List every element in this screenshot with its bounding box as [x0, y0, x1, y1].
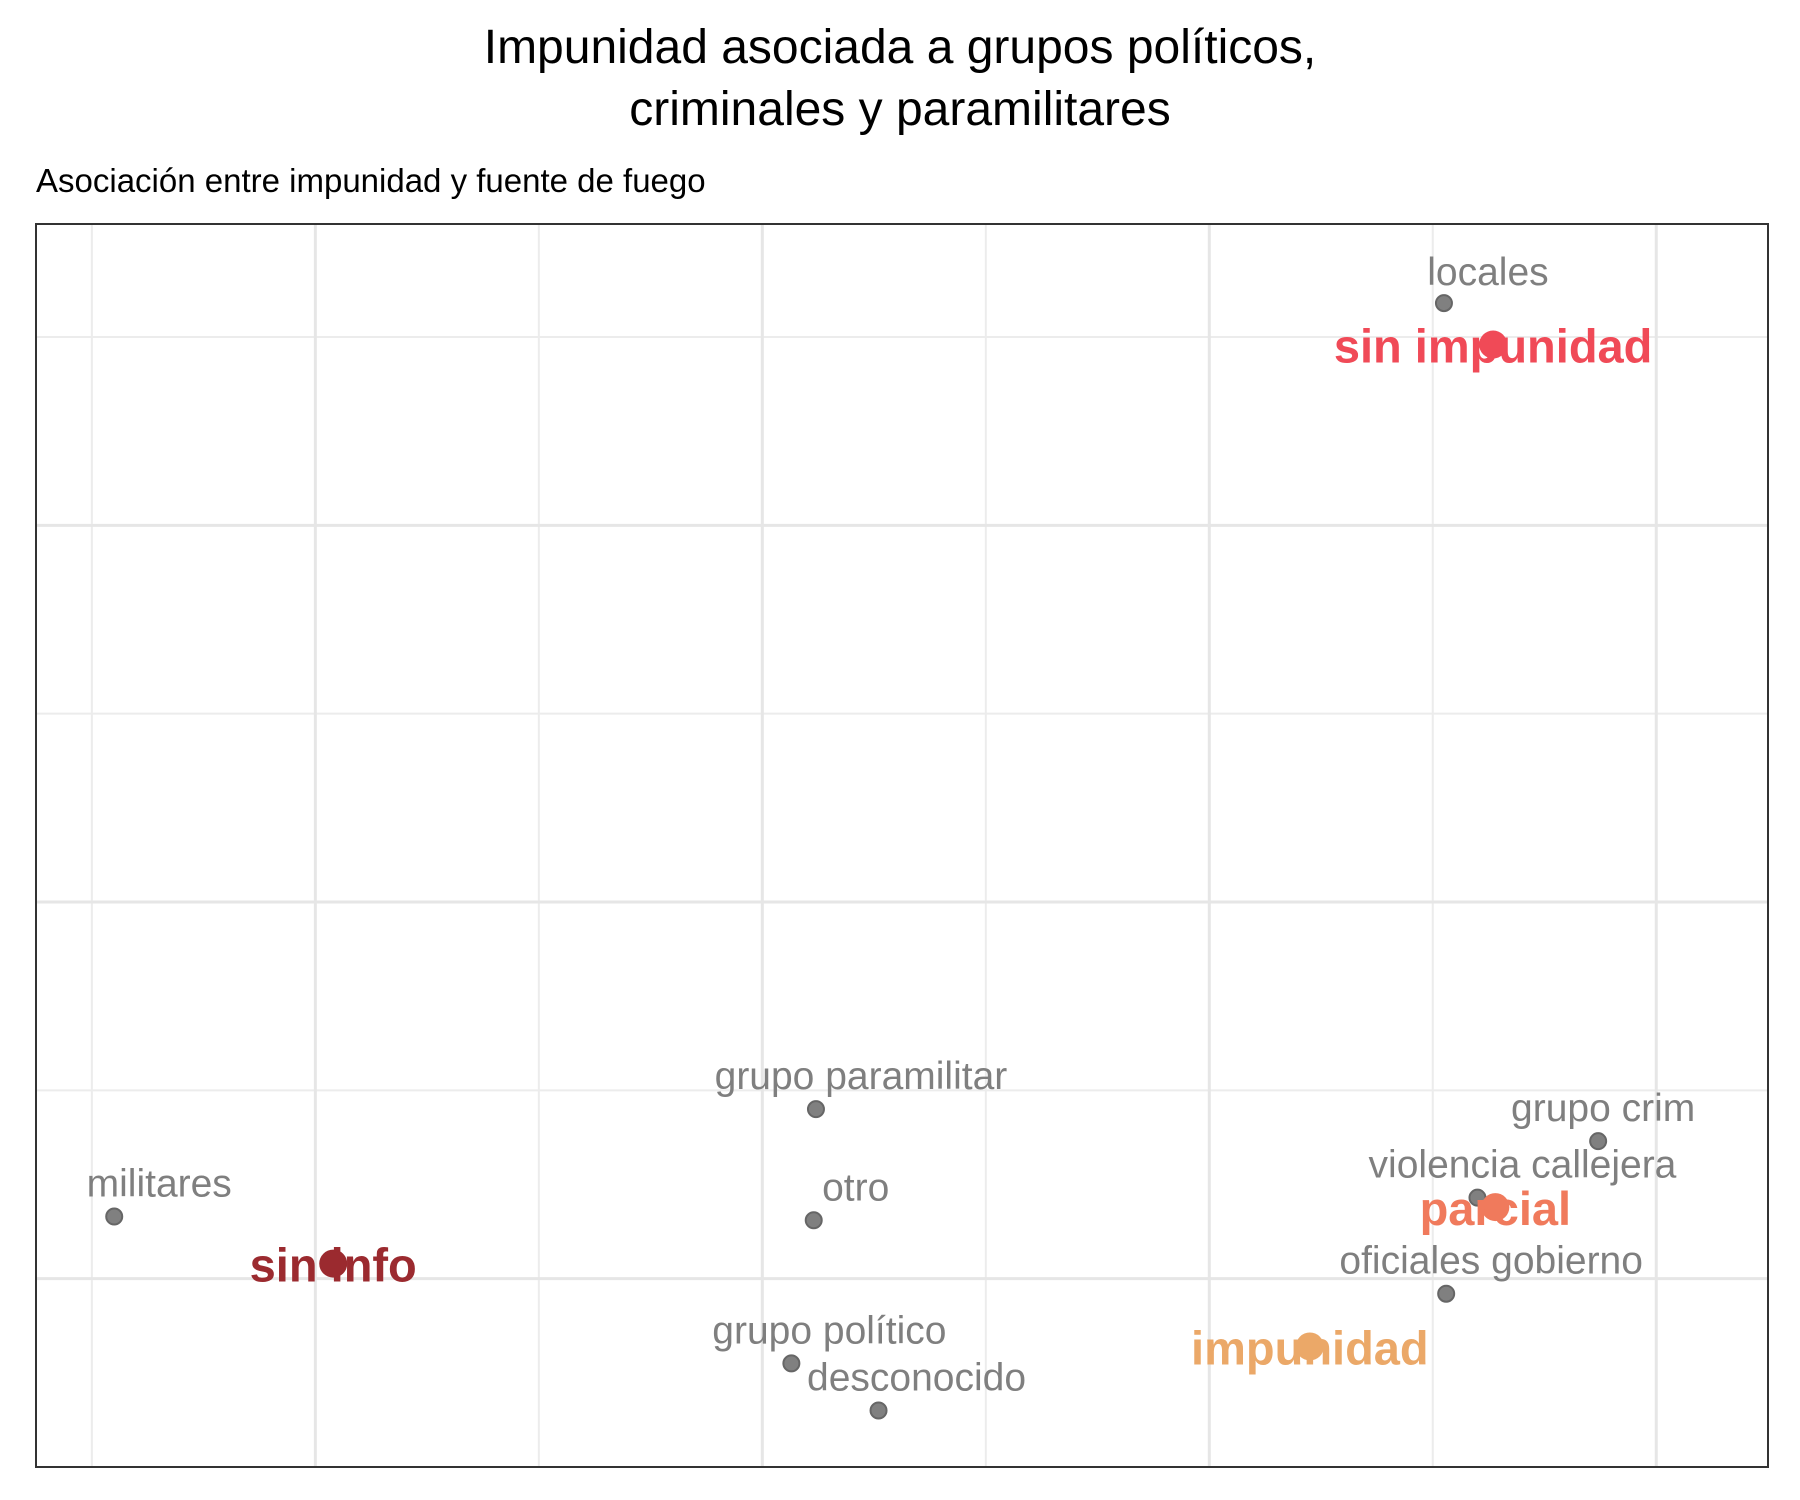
- impunity-point-label: impunidad: [1191, 1321, 1429, 1374]
- plot-border: [35, 223, 1769, 1468]
- source-point: [1589, 1132, 1608, 1151]
- impunity-point-label: parcial: [1420, 1182, 1572, 1235]
- source-point-label: violencia callejera: [1369, 1144, 1677, 1187]
- source-point-label: otro: [822, 1166, 889, 1209]
- chart-title-line-2: criminales y paramilitares: [629, 83, 1171, 136]
- impunity-point: [1295, 1332, 1324, 1361]
- data-points: [105, 294, 1608, 1420]
- source-point-label: desconocido: [807, 1357, 1026, 1400]
- source-point: [105, 1207, 124, 1226]
- impunity-point-label: sin impunidad: [1334, 320, 1653, 373]
- source-point-label: grupo crim: [1511, 1087, 1695, 1130]
- source-point-label: grupo político: [712, 1309, 946, 1352]
- source-point: [1434, 294, 1453, 313]
- source-point: [804, 1211, 823, 1230]
- impunity-point: [1481, 1193, 1510, 1222]
- chart-subtitle: Asociación entre impunidad y fuente de f…: [36, 162, 706, 199]
- source-point-label: militares: [87, 1163, 232, 1206]
- grid: [36, 224, 1768, 1467]
- source-point: [806, 1100, 825, 1119]
- source-point-label: oficiales gobierno: [1339, 1240, 1643, 1283]
- impunity-point: [1479, 330, 1508, 359]
- chart-title-line-1: Impunidad asociada a grupos políticos,: [483, 21, 1317, 74]
- source-point-label: grupo paramilitar: [715, 1055, 1008, 1098]
- source-point-label: locales: [1427, 251, 1548, 294]
- data-labels: locales militares grupo paramilitar otro gru…: [87, 251, 1696, 1399]
- impunity-point: [319, 1249, 348, 1278]
- impunity-point-label: sin info: [250, 1239, 417, 1292]
- source-point: [782, 1354, 801, 1373]
- source-point: [1437, 1284, 1456, 1303]
- source-point: [869, 1401, 888, 1420]
